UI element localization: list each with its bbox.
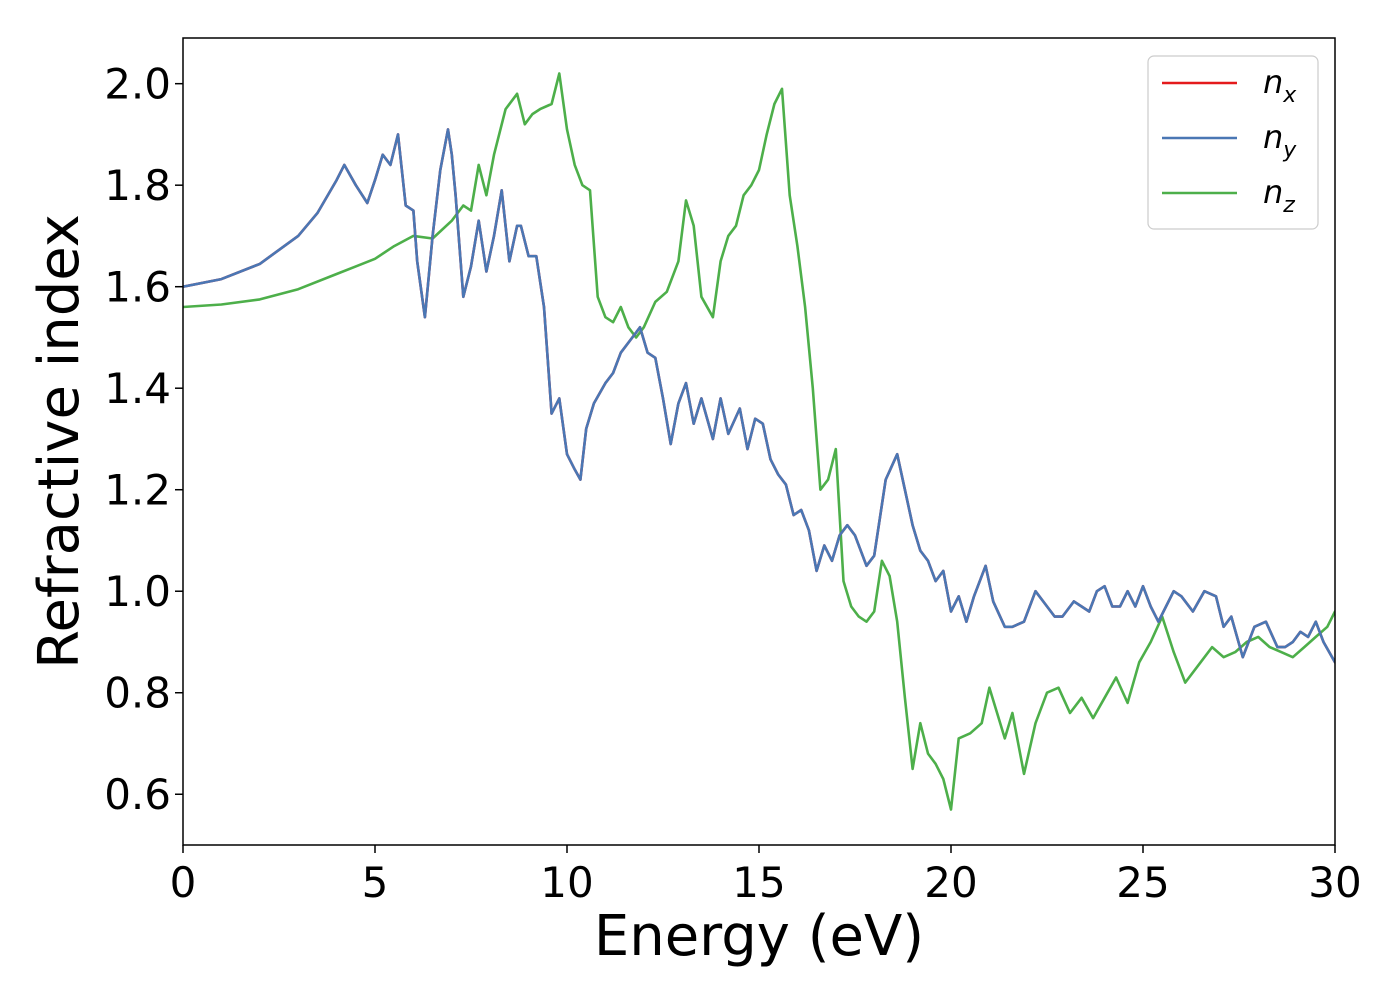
legend-label-subscript: x: [1282, 83, 1297, 108]
x-tick-label: 30: [1308, 858, 1361, 907]
legend-label-nx: nx: [1263, 63, 1297, 108]
x-tick-label: 25: [1116, 858, 1169, 907]
x-tick-label: 20: [924, 858, 977, 907]
y-tick-label: 0.6: [104, 770, 171, 819]
series-line-ny: [183, 128, 1335, 664]
legend-label-ny: ny: [1263, 118, 1297, 163]
x-tick-label: 5: [362, 858, 389, 907]
y-tick-label: 1.8: [104, 161, 171, 210]
y-axis-title: Refractive index: [27, 214, 92, 669]
legend-label-main: n: [1263, 63, 1283, 101]
legend-label-subscript: z: [1282, 193, 1295, 218]
y-tick-label: 2.0: [104, 60, 171, 109]
y-axis-ticks: 0.6 0.8 1.0 1.2 1.4 1.6 1.8 2.0: [104, 60, 183, 819]
series-layer: [183, 72, 1335, 811]
legend-box: [1147, 55, 1319, 230]
x-tick-label: 0: [170, 858, 197, 907]
series-line-nz: [183, 72, 1335, 811]
y-tick-label: 1.0: [104, 567, 171, 616]
legend-label-subscript: y: [1282, 138, 1297, 163]
x-tick-label: 15: [732, 858, 785, 907]
legend-label-main: n: [1263, 118, 1283, 156]
legend-label-nz: nz: [1263, 173, 1295, 218]
x-tick-label: 10: [540, 858, 593, 907]
y-tick-label: 1.6: [104, 263, 171, 312]
x-axis-title: Energy (eV): [594, 904, 924, 969]
x-axis-ticks: 0 5 10 15 20 25 30: [170, 845, 1362, 907]
y-tick-label: 1.4: [104, 364, 171, 413]
y-tick-label: 0.8: [104, 669, 171, 718]
legend-label-main: n: [1263, 173, 1283, 211]
y-tick-label: 1.2: [104, 466, 171, 515]
